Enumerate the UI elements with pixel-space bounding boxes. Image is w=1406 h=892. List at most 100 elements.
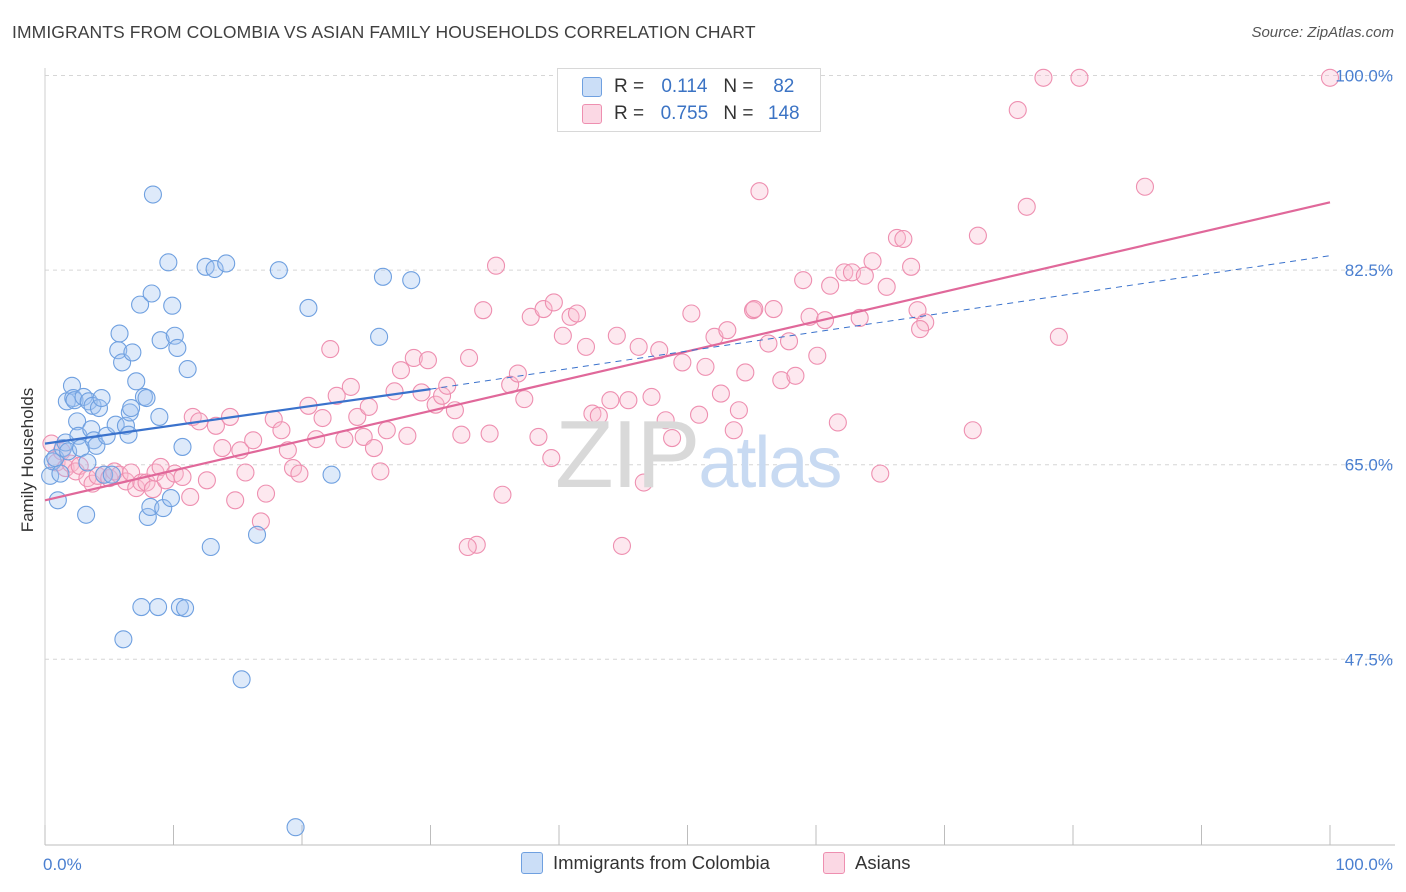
colombia-trend-dashed	[430, 255, 1331, 390]
asians-point	[682, 304, 701, 323]
colombia-point	[232, 670, 251, 689]
asians-point	[418, 351, 437, 370]
asians-point	[729, 401, 748, 420]
legend-swatch-pink	[823, 852, 845, 874]
asians-point	[474, 301, 493, 320]
watermark-zip: ZIP	[555, 401, 700, 508]
asians-point	[902, 257, 921, 276]
asians-point	[718, 321, 737, 340]
r-label: R =	[614, 103, 645, 124]
asians-point	[619, 391, 638, 410]
colombia-point	[322, 465, 341, 484]
asians-point	[458, 537, 477, 557]
colombia-point	[247, 525, 267, 544]
n-value: 148	[767, 103, 800, 124]
colombia-point	[92, 388, 111, 408]
asians-point	[398, 426, 417, 445]
colombia-point	[68, 412, 87, 431]
asians-point	[459, 348, 479, 368]
legend-row-colombia: R = 0.114 N = 82	[582, 75, 809, 99]
asians-point	[1017, 197, 1036, 216]
colombia-point	[205, 259, 224, 279]
colombia-point	[299, 298, 318, 317]
stats-legend: R = 0.114 N = 82 R = 0.755 N = 148	[557, 68, 821, 132]
asians-point	[385, 382, 404, 401]
asians-point	[642, 387, 661, 406]
x-tick-label: 100.0%	[1335, 855, 1393, 874]
asians-point	[251, 512, 270, 531]
legend-swatch-pink	[582, 104, 602, 124]
asians-point	[290, 464, 309, 483]
colombia-point	[163, 296, 182, 315]
colombia-point	[131, 295, 150, 314]
asians-point	[1070, 68, 1089, 87]
asians-point	[321, 340, 340, 359]
asians-point	[213, 438, 232, 458]
asians-point	[359, 397, 378, 416]
asians-point	[663, 428, 682, 448]
asians-point	[589, 406, 608, 425]
r-value: 0.114	[661, 76, 708, 97]
asians-point	[750, 182, 769, 201]
asians-point	[759, 334, 778, 353]
asians-point	[743, 301, 763, 320]
watermark-atlas: atlas	[698, 423, 842, 503]
source-label: Source: ZipAtlas.com	[1251, 24, 1394, 41]
asians-point	[673, 353, 692, 372]
asians-point	[656, 411, 675, 430]
asians-point	[486, 256, 506, 275]
legend-label-asians: Asians	[855, 852, 911, 873]
colombia-point	[370, 327, 389, 346]
colombia-point	[173, 437, 192, 456]
legend-item-asians: Asians	[823, 852, 911, 874]
colombia-point	[142, 284, 161, 303]
axes	[44, 68, 1395, 846]
n-label: N =	[723, 76, 754, 97]
asians-point	[1135, 177, 1155, 196]
r-label: R =	[614, 76, 645, 97]
asians-point	[887, 228, 907, 247]
r-value: 0.755	[660, 103, 709, 124]
y-tick-label: 47.5%	[1345, 650, 1393, 669]
asians-point	[341, 377, 360, 396]
asians-point	[871, 464, 890, 483]
colombia-point	[159, 253, 178, 272]
asians-point	[377, 421, 396, 440]
asians-point	[963, 421, 982, 440]
colombia-point	[176, 599, 195, 618]
asians-point	[226, 491, 245, 510]
asians-point	[711, 384, 730, 403]
asians-point	[515, 390, 534, 409]
n-label: N =	[723, 103, 754, 124]
asians-point	[236, 463, 255, 482]
asians-point	[529, 427, 548, 446]
asians-point	[696, 357, 715, 376]
asians-point	[1034, 68, 1053, 87]
legend-swatch-blue	[521, 852, 543, 874]
asians-point	[779, 332, 799, 351]
colombia-point	[201, 537, 220, 557]
colombia-points	[41, 185, 421, 837]
asians-trend-line	[44, 201, 1331, 502]
asians-point	[206, 416, 225, 435]
asians-point	[313, 408, 332, 428]
asians-point	[244, 431, 263, 450]
colombia-point	[51, 464, 70, 483]
asians-point	[1049, 327, 1068, 346]
asians-point	[371, 462, 390, 481]
legend-item-colombia: Immigrants from Colombia	[521, 852, 770, 874]
asians-point	[736, 363, 755, 382]
colombia-point	[150, 407, 169, 426]
asians-point	[452, 425, 471, 444]
colombia-point	[269, 261, 288, 280]
colombia-point	[127, 372, 146, 391]
asians-point	[629, 337, 648, 356]
asians-point	[567, 304, 587, 323]
asians-point	[354, 427, 373, 446]
asians-point	[828, 413, 847, 432]
asians-point	[612, 536, 632, 555]
colombia-point	[119, 425, 138, 444]
asians-point	[508, 364, 527, 383]
asians-point	[534, 300, 553, 319]
asians-point	[850, 308, 869, 328]
